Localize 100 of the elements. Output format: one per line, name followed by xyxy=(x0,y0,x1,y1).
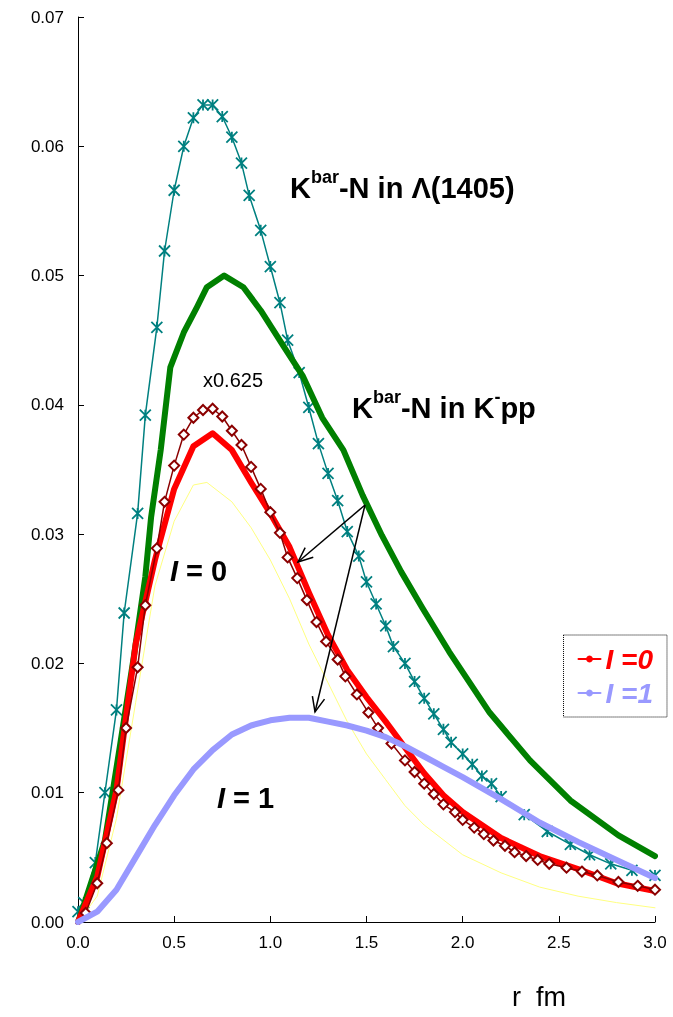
point xyxy=(456,813,469,826)
legend-label: I =0 xyxy=(605,643,654,675)
annotation: x0.625 xyxy=(203,369,264,391)
point xyxy=(508,846,521,859)
point xyxy=(350,688,363,701)
point xyxy=(408,766,421,779)
x-tick-label: 1.0 xyxy=(258,933,283,952)
point xyxy=(300,594,313,607)
point xyxy=(475,769,489,783)
point xyxy=(216,410,229,423)
point xyxy=(242,189,256,202)
point xyxy=(591,869,604,882)
point xyxy=(273,296,287,310)
y-tick-label: 0.07 xyxy=(30,7,64,27)
x-tick-label: 0.5 xyxy=(162,933,186,952)
point xyxy=(91,877,104,890)
point xyxy=(168,459,181,472)
point xyxy=(235,438,248,451)
x-tick-label: 2.5 xyxy=(547,933,571,952)
point xyxy=(138,408,152,422)
point xyxy=(245,460,258,473)
point xyxy=(206,98,220,112)
point xyxy=(477,828,490,841)
point xyxy=(583,848,597,862)
point xyxy=(177,428,190,441)
point xyxy=(225,130,239,144)
point xyxy=(98,786,112,800)
point xyxy=(310,616,323,629)
point xyxy=(150,320,164,334)
point xyxy=(468,821,481,834)
point xyxy=(362,706,375,719)
y-tick-label: 0.00 xyxy=(30,912,64,932)
point xyxy=(331,494,345,507)
point xyxy=(281,333,295,347)
point xyxy=(352,549,366,563)
point xyxy=(281,551,294,564)
y-tick-label: 0.03 xyxy=(30,524,64,544)
point xyxy=(158,495,171,508)
point xyxy=(110,703,123,717)
point xyxy=(206,402,219,415)
y-tick-label: 0.02 xyxy=(30,653,64,673)
point xyxy=(225,424,238,437)
point xyxy=(427,707,441,721)
point xyxy=(291,572,304,585)
point xyxy=(254,482,267,495)
point xyxy=(320,635,333,648)
point xyxy=(235,156,248,170)
point xyxy=(369,597,383,611)
y-tick-label: 0.01 xyxy=(30,783,64,803)
point xyxy=(487,834,500,847)
point xyxy=(331,653,344,666)
point xyxy=(531,853,544,866)
y-tick-label: 0.05 xyxy=(30,266,64,286)
point xyxy=(196,98,210,112)
point xyxy=(437,798,450,811)
point xyxy=(340,525,354,538)
point xyxy=(339,670,352,683)
point xyxy=(117,606,131,620)
point xyxy=(187,111,200,125)
x-tick-label: 2.0 xyxy=(450,933,475,952)
point xyxy=(560,861,573,874)
point xyxy=(612,875,625,888)
point xyxy=(485,777,498,791)
y-tick-label: 0.06 xyxy=(30,136,64,156)
point xyxy=(427,788,440,801)
point xyxy=(408,675,421,688)
point xyxy=(187,411,200,424)
x-axis-title: r fm xyxy=(512,981,566,1012)
point xyxy=(575,865,588,878)
point xyxy=(120,722,133,735)
point xyxy=(321,466,335,480)
point xyxy=(649,883,661,896)
point xyxy=(177,139,191,153)
point xyxy=(254,223,268,237)
point xyxy=(418,777,431,790)
point xyxy=(273,526,286,539)
y-tick-label: 0.04 xyxy=(30,395,64,415)
point xyxy=(312,437,325,451)
point xyxy=(398,754,411,767)
point xyxy=(215,110,229,123)
x-tick-label: 1.5 xyxy=(354,933,379,952)
point xyxy=(167,183,181,197)
point xyxy=(158,244,171,258)
point xyxy=(302,401,316,414)
point xyxy=(100,837,113,850)
point xyxy=(465,757,479,771)
point xyxy=(197,404,210,417)
point xyxy=(543,857,556,870)
legend-label: I =1 xyxy=(605,677,653,709)
point xyxy=(631,879,644,892)
point xyxy=(448,806,461,819)
point xyxy=(131,507,145,520)
point xyxy=(398,657,412,670)
point xyxy=(131,661,144,674)
point xyxy=(417,691,431,705)
annotation: I = 0 xyxy=(170,554,228,587)
point xyxy=(264,506,277,519)
point xyxy=(139,599,152,612)
point xyxy=(520,850,533,863)
annotation: I = 1 xyxy=(217,781,275,814)
